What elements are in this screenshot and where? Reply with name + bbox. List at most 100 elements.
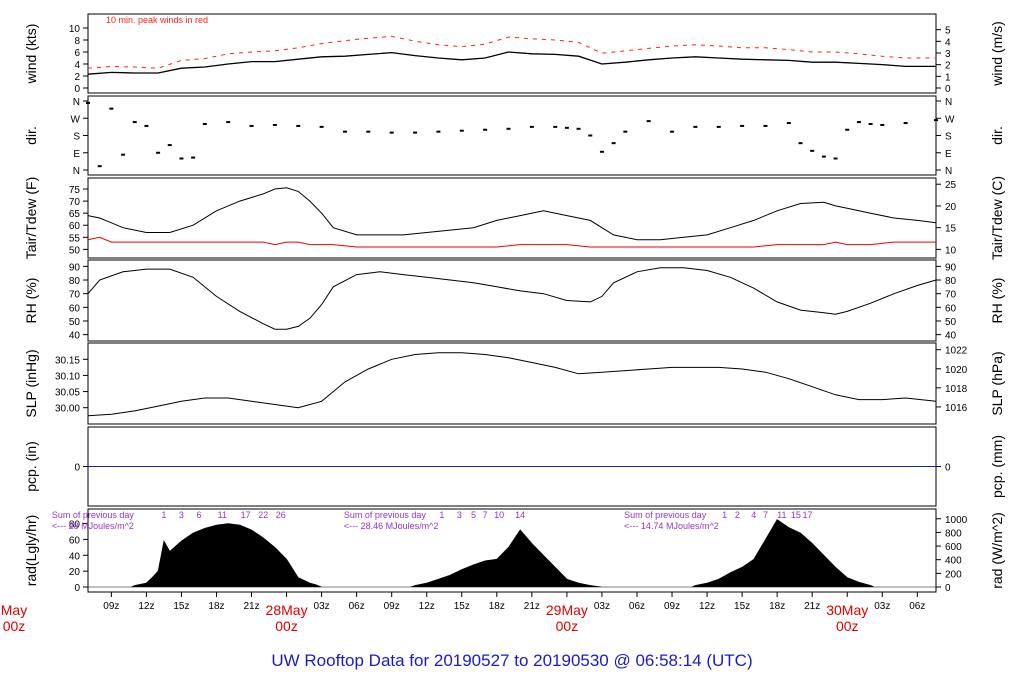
time-tick-label: 09z — [384, 601, 400, 612]
radiation-ytick-right-label: 200 — [945, 569, 962, 580]
dir-ytick-label: N — [73, 166, 80, 177]
dir-point — [670, 130, 675, 133]
dir-point — [903, 122, 908, 125]
radiation-ytick-label: 20 — [69, 567, 81, 578]
dir-point — [564, 126, 569, 129]
radiation-ytick-right-label: 400 — [945, 556, 962, 567]
radiation-ytick-label: 60 — [69, 535, 81, 546]
temperature-ytick-label: 50 — [69, 245, 81, 256]
slp-ytick-right-label: 1022 — [945, 346, 968, 357]
dir-point — [156, 151, 161, 154]
date-label: 29May — [546, 602, 588, 618]
time-tick-label: 03z — [874, 601, 890, 612]
rh-series-RH — [87, 267, 937, 330]
dir-ytick-right-label: E — [945, 149, 952, 160]
precip-ytick-right-label: 0 — [945, 463, 951, 474]
wind-ytick-right-label: 2 — [945, 61, 951, 72]
radiation-ytick-right-label: 0 — [945, 583, 951, 594]
rh-ytick-right-label: 90 — [945, 262, 957, 273]
radiation-series-rad — [88, 519, 936, 588]
dir-point — [868, 123, 873, 125]
dir-ylabel-right: dir. — [989, 126, 1005, 145]
figure-title: UW Rooftop Data for 20190527 to 20190530… — [271, 651, 752, 670]
radiation-hour-mark: 17 — [803, 510, 813, 520]
rh-ytick-label: 70 — [69, 290, 81, 301]
time-tick-label: 03z — [314, 601, 330, 612]
dir-point — [798, 142, 803, 145]
slp-ytick-right-label: 1018 — [945, 384, 968, 395]
date-sub-label: 00z — [275, 618, 298, 634]
wind-ylabel-right: wind (m/s) — [989, 21, 1005, 87]
wind-ytick-right-label: 4 — [945, 37, 951, 48]
radiation-daily-sum-value: <--- 14.74 MJoules/m^2 — [624, 521, 719, 531]
rh-ytick-right-label: 40 — [945, 331, 957, 342]
dir-point — [226, 121, 231, 124]
dir-frame — [87, 95, 937, 176]
dir-point — [459, 129, 464, 132]
time-tick-label: 12z — [138, 601, 154, 612]
radiation-hour-mark: 3 — [457, 510, 462, 520]
temperature-series-Tdew — [87, 236, 936, 248]
rh-ytick-label: 60 — [69, 303, 81, 314]
radiation-hour-mark: 1 — [722, 510, 727, 520]
dir-point — [202, 123, 207, 125]
wind-ytick-right-label: 1 — [945, 72, 951, 83]
wind-ytick-label: 0 — [74, 84, 80, 95]
date-label: 30May — [826, 602, 868, 618]
temperature-ytick-label: 75 — [69, 185, 81, 196]
dir-ytick-right-label: S — [945, 132, 952, 143]
dir-point — [436, 130, 441, 133]
radiation-hour-mark: 17 — [241, 510, 251, 520]
dir-point — [763, 124, 768, 127]
radiation-daily-sum-value: <--- 28.46 MJoules/m^2 — [344, 521, 439, 531]
panel-slp: 30.00 30.05 30.10 30.15 1016 1018 1020 1022 SLP … — [23, 342, 1005, 425]
dir-point — [553, 125, 558, 128]
radiation-hour-mark: 6 — [196, 510, 201, 520]
time-axis: 09z 12z 15z 18z 21z 03z 06z 09z 12z 15z 18z 21z 03z 0… — [1, 592, 925, 634]
precip-ylabel-right: pcp. (mm) — [989, 435, 1005, 498]
precip-ytick-label: 0 — [74, 463, 80, 474]
rh-ytick-label: 40 — [69, 331, 81, 342]
time-tick-label: 09z — [664, 601, 680, 612]
rh-ylabel-right: RH (%) — [989, 278, 1005, 324]
dir-point — [179, 157, 184, 160]
dir-point — [646, 120, 651, 123]
radiation-frame — [87, 508, 937, 593]
radiation-hour-mark: 22 — [258, 510, 268, 520]
dir-point — [483, 128, 488, 131]
wind-peak-note: 10 min. peak winds in red — [106, 15, 208, 25]
dir-point — [109, 107, 114, 110]
dir-ytick-label: S — [73, 132, 80, 143]
radiation-daily-sum-heading: Sum of previous day — [344, 510, 427, 520]
rh-ytick-label: 80 — [69, 276, 81, 287]
time-tick-label: 21z — [243, 601, 259, 612]
slp-ytick-label: 30.10 — [55, 371, 80, 382]
time-tick-label: 06z — [909, 601, 925, 612]
radiation-hour-mark: 4 — [751, 510, 756, 520]
time-tick-label: 18z — [208, 601, 224, 612]
radiation-hour-mark: 10 — [494, 510, 504, 520]
slp-ytick-label: 30.05 — [55, 388, 80, 399]
dir-point — [121, 153, 126, 156]
dir-point — [389, 131, 394, 134]
dir-point — [623, 130, 628, 133]
temperature-ytick-label: 60 — [69, 221, 81, 232]
rh-ytick-right-label: 60 — [945, 303, 957, 314]
rh-frame — [87, 259, 937, 342]
wind-ytick-label: 4 — [74, 60, 80, 71]
dir-point — [506, 127, 511, 130]
temperature-ytick-label: 70 — [69, 197, 81, 208]
time-tick-label: 15z — [173, 601, 189, 612]
dir-point — [249, 124, 254, 127]
dir-point — [97, 165, 102, 168]
radiation-ytick-label: 0 — [74, 583, 80, 594]
wind-ylabel: wind (kts) — [23, 24, 39, 85]
time-tick-label: 15z — [734, 601, 750, 612]
dir-point — [144, 124, 149, 127]
wind-ytick-right-label: 3 — [945, 49, 951, 60]
time-tick-label: 18z — [489, 601, 505, 612]
temperature-ytick-label: 65 — [69, 209, 81, 220]
